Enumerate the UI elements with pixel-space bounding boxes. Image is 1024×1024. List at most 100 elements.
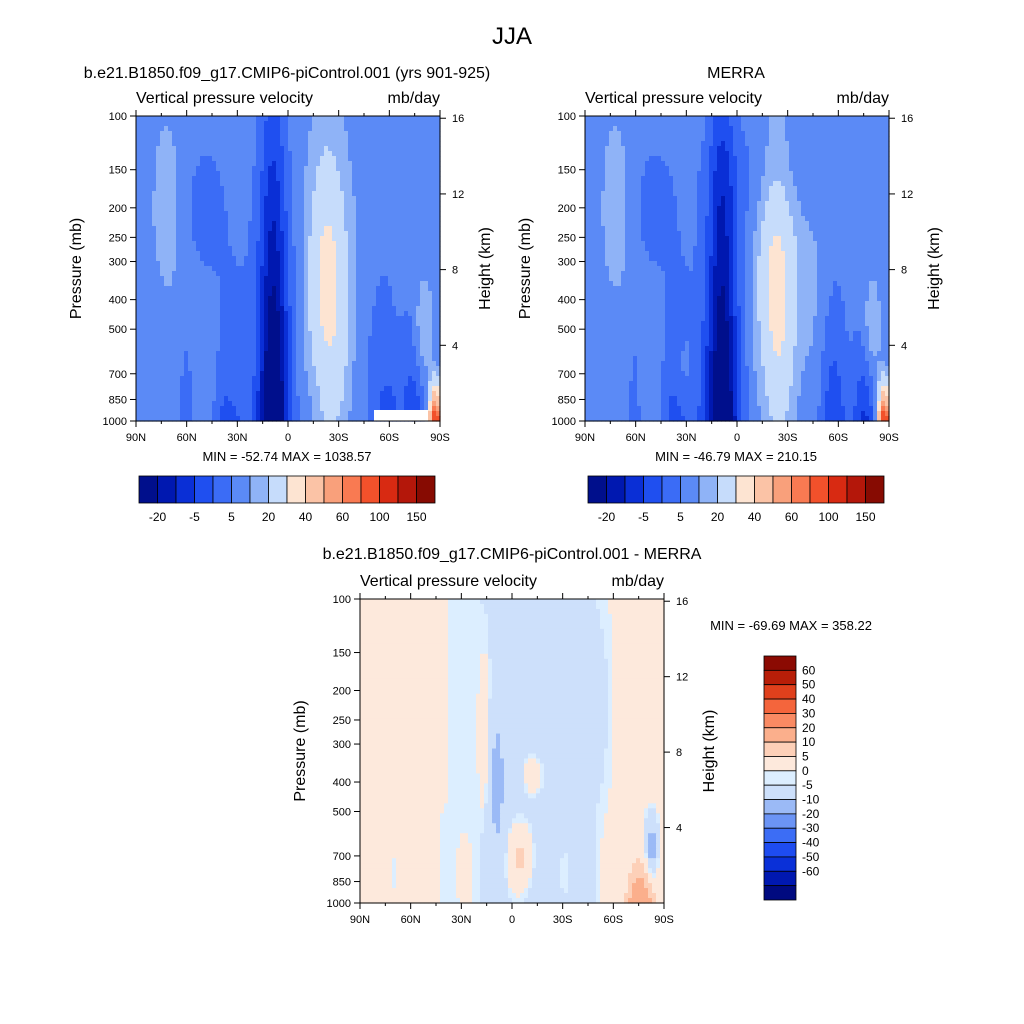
model-contour-cell bbox=[392, 181, 397, 187]
model-contour-cell bbox=[172, 346, 177, 352]
model-contour-cell bbox=[340, 191, 345, 197]
model-contour-cell bbox=[392, 156, 397, 162]
model-contour-cell bbox=[324, 191, 329, 197]
model-contour-cell bbox=[428, 371, 433, 377]
model-contour-cell bbox=[392, 211, 397, 217]
model-contour-cell bbox=[312, 226, 317, 232]
model-contour-cell bbox=[172, 206, 177, 212]
model-contour-cell bbox=[140, 226, 145, 232]
model-contour-cell bbox=[320, 221, 325, 227]
model-contour-cell bbox=[220, 166, 225, 172]
model-contour-cell bbox=[356, 251, 361, 257]
model-contour-cell bbox=[164, 226, 169, 232]
model-contour-cell bbox=[276, 376, 281, 382]
model-contour-cell bbox=[360, 346, 365, 352]
model-contour-cell bbox=[172, 301, 177, 307]
model-contour-cell bbox=[180, 391, 185, 397]
model-colorbar-swatch bbox=[194, 475, 214, 504]
obs-contour-cell bbox=[753, 121, 758, 127]
model-contour-cell bbox=[200, 136, 205, 142]
model-contour-cell bbox=[420, 146, 425, 152]
model-contour-cell bbox=[376, 326, 381, 332]
model-contour-cell bbox=[236, 221, 241, 227]
model-contour-cell bbox=[224, 151, 229, 157]
model-contour-cell bbox=[216, 241, 221, 247]
model-contour-cell bbox=[364, 321, 369, 327]
model-contour-cell bbox=[328, 256, 333, 262]
model-contour-cell bbox=[328, 166, 333, 172]
model-contour-cell bbox=[260, 136, 265, 142]
model-contour-cell bbox=[280, 256, 285, 262]
model-contour-cell bbox=[396, 116, 401, 122]
model-contour-cell bbox=[264, 306, 269, 312]
model-contour-cell bbox=[300, 406, 305, 412]
obs-contour-cell bbox=[829, 121, 834, 127]
model-colorbar-label: 5 bbox=[228, 510, 235, 524]
model-contour-cell bbox=[376, 251, 381, 257]
obs-contour-cell bbox=[729, 126, 734, 132]
model-contour-cell bbox=[220, 121, 225, 127]
model-contour-cell bbox=[196, 266, 201, 272]
model-contour-cell bbox=[288, 371, 293, 377]
model-contour-cell bbox=[408, 136, 413, 142]
model-contour-cell bbox=[396, 256, 401, 262]
model-contour-cell bbox=[320, 216, 325, 222]
model-contour-cell bbox=[156, 241, 161, 247]
model-contour-cell bbox=[140, 136, 145, 142]
model-contour-cell bbox=[272, 306, 277, 312]
model-contour-cell bbox=[216, 416, 221, 422]
model-contour-cell bbox=[388, 146, 393, 152]
model-contour-cell bbox=[256, 401, 261, 407]
model-contour-cell bbox=[432, 151, 437, 157]
model-contour-cell bbox=[292, 281, 297, 287]
obs-contour-cell bbox=[785, 121, 790, 127]
model-contour-cell bbox=[352, 266, 357, 272]
model-contour-cell bbox=[176, 226, 181, 232]
model-contour-cell bbox=[212, 191, 217, 197]
model-contour-cell bbox=[192, 346, 197, 352]
model-contour-cell bbox=[328, 216, 333, 222]
model-contour-cell bbox=[184, 216, 189, 222]
model-contour-cell bbox=[180, 196, 185, 202]
model-contour-cell bbox=[348, 351, 353, 357]
model-contour-cell bbox=[144, 396, 149, 402]
model-contour-cell bbox=[152, 396, 157, 402]
model-contour-cell bbox=[432, 121, 437, 127]
model-contour-cell bbox=[196, 296, 201, 302]
model-contour-cell bbox=[404, 336, 409, 342]
model-contour-cell bbox=[344, 116, 349, 122]
model-contour-cell bbox=[364, 136, 369, 142]
model-contour-cell bbox=[156, 411, 161, 417]
model-contour-cell bbox=[408, 376, 413, 382]
model-contour-cell bbox=[224, 211, 229, 217]
model-contour-cell bbox=[136, 366, 141, 372]
model-contour-cell bbox=[252, 296, 257, 302]
model-contour-cell bbox=[428, 291, 433, 297]
obs-contour-cell bbox=[697, 131, 702, 137]
model-contour-cell bbox=[436, 326, 441, 332]
model-contour-cell bbox=[232, 351, 237, 357]
model-contour-cell bbox=[436, 116, 441, 122]
model-contour-cell bbox=[244, 126, 249, 132]
model-contour-cell bbox=[340, 206, 345, 212]
model-contour-cell bbox=[180, 311, 185, 317]
model-contour-cell bbox=[180, 286, 185, 292]
model-contour-cell bbox=[360, 336, 365, 342]
model-contour-cell bbox=[148, 161, 153, 167]
model-contour-cell bbox=[352, 261, 357, 267]
model-contour-cell bbox=[208, 256, 213, 262]
model-contour-cell bbox=[268, 246, 273, 252]
model-contour-cell bbox=[260, 351, 265, 357]
model-contour-cell bbox=[388, 361, 393, 367]
model-contour-cell bbox=[140, 156, 145, 162]
model-contour-cell bbox=[400, 246, 405, 252]
model-contour-cell bbox=[228, 201, 233, 207]
obs-contour-cell bbox=[617, 126, 622, 132]
model-contour-cell bbox=[428, 411, 433, 417]
model-contour-cell bbox=[296, 206, 301, 212]
model-contour-cell bbox=[404, 396, 409, 402]
model-contour-cell bbox=[324, 351, 329, 357]
model-contour-cell bbox=[380, 126, 385, 132]
model-contour-cell bbox=[280, 291, 285, 297]
model-contour-cell bbox=[164, 241, 169, 247]
